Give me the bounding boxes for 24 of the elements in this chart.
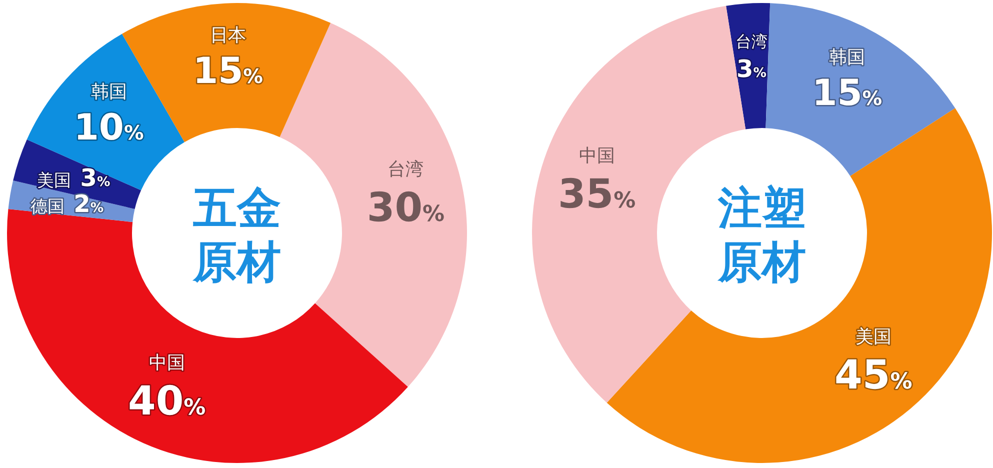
data-label: 2% [74, 190, 104, 218]
slice-label: 日本 [210, 24, 246, 46]
slice-label: 台湾 [736, 32, 768, 51]
slice-label: 韩国 [90, 82, 127, 103]
data-label: 30% [366, 185, 445, 232]
text: 注塑原材 [717, 183, 806, 288]
donut-slice [766, 3, 956, 176]
data-label: 35% [558, 171, 636, 218]
data-label: 15% [193, 50, 264, 92]
slice-label: 韩国 [829, 46, 866, 68]
text: 五金原材 [192, 183, 281, 288]
slice-label: 德国 [30, 197, 64, 218]
slice-label: 中国 [148, 352, 185, 374]
slice-label: 中国 [578, 145, 615, 166]
slice-label: 台湾 [388, 159, 424, 180]
data-label: 15% [812, 72, 882, 114]
donut-slice [280, 22, 467, 387]
slice-label: 美国 [855, 326, 892, 348]
data-label: 10% [74, 108, 144, 149]
data-label: 3% [80, 164, 110, 192]
slice-label: 美国 [36, 170, 71, 191]
data-label: 3% [736, 54, 766, 83]
data-label: 45% [834, 352, 912, 399]
data-label: 40% [128, 378, 206, 425]
